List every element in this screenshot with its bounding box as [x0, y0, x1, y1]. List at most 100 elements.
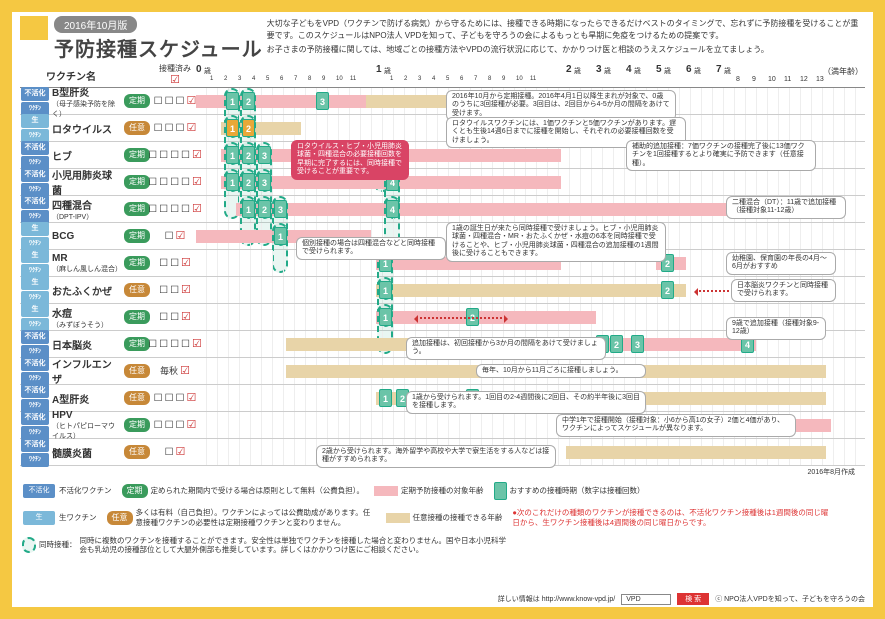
vaccine-type-badge: 不活化 [21, 357, 49, 371]
age-major: 2 [566, 64, 572, 75]
age-major: 0 [196, 64, 202, 75]
age-major: 5 [656, 64, 662, 75]
vaccine-row: 不活化ﾜｸﾁﾝヒブ定期☐☐☐☐1234補助的追加接種：7価ワクチンの接種完了後に… [20, 142, 865, 169]
dose-marker: 3 [258, 146, 271, 164]
dose-marker: 2 [661, 281, 674, 299]
check-boxes: ☐ [154, 439, 196, 465]
check-boxes: ☐☐ [154, 304, 196, 330]
search-button[interactable]: 検 索 [677, 593, 709, 605]
vaccine-row: 不活化ﾜｸﾁﾝ四種混合（DPT-IPV）定期☐☐☐☐1234二種混合（DT）：1… [20, 196, 865, 223]
vaccine-row: 不活化ﾜｸﾁﾝ日本脳炎定期☐☐☐☐1234追加接種は、初回接種から3か月の間隔を… [20, 331, 865, 358]
vaccine-type-badge: 不活化 [21, 87, 49, 101]
vaccine-type-badge: 不活化 [21, 141, 49, 155]
schedule-type-badge: 任意 [124, 364, 150, 378]
dose-marker: 2 [242, 92, 255, 110]
timeline: 1234二種混合（DT）：11歳で追加接種（接種対象11-12歳）ロタウイルス・… [196, 196, 865, 222]
timeline: 1231歳から受けられます。1回目の2-4週間後に2回目、その約半年後に3回目を… [196, 385, 865, 411]
search-box[interactable]: VPD [621, 594, 671, 605]
vaccine-row: 不活化ﾜｸﾁﾝ髄膜炎菌任意☐2歳から受けられます。海外留学や高校や大学で寮生活を… [20, 439, 865, 466]
age-major: 6 [686, 64, 692, 75]
dose-marker: 3 [631, 335, 644, 353]
check-boxes: ☐☐☐☐ [154, 196, 196, 222]
note-bubble: 1歳の誕生日が来たら同時接種で受けましょう。ヒブ・小児用肺炎球菌・四種混合・MR… [446, 222, 666, 262]
age-bar [566, 446, 826, 459]
age-major: 7 [716, 64, 722, 75]
note-bubble: 追加接種は、初回接種から3か月の間隔をあけて受けましょう。 [406, 337, 606, 360]
note-bubble: 2歳から受けられます。海外留学や高校や大学で寮生活をする人などは接種がすすめられ… [316, 445, 556, 468]
schedule-type-badge: 定期 [124, 229, 150, 243]
check-boxes: 毎秋 [154, 358, 196, 384]
vaccine-name: 日本脳炎 [50, 335, 122, 354]
vaccine-type-badge: 生 [21, 114, 49, 128]
vaccine-name: 水痘（みずぼうそう） [50, 303, 122, 332]
vaccine-name: HPV（ヒトパピローマウイルス） [50, 408, 122, 443]
note-bubble: 日本脳炎ワクチンと同時接種で受けられます。 [731, 279, 836, 302]
dose-marker: 1 [226, 119, 239, 137]
note-bubble: 毎年、10月から11月ごろに接種しましょう。 [476, 364, 646, 378]
note-bubble: 9歳で追加接種（接種対象9-12歳） [726, 317, 826, 340]
schedule-type-badge: 任意 [124, 391, 150, 405]
note-bubble: 幼稚園、保育園の年長の4月～6月がおすすめ [726, 252, 836, 275]
check-boxes: ☐☐☐ [154, 115, 196, 141]
age-major: 4 [626, 64, 632, 75]
dose-marker: 1 [379, 308, 392, 326]
timeline: 2歳から受けられます。海外留学や高校や大学で寮生活をする人などは接種がすすめられ… [196, 439, 865, 465]
check-boxes: ☐☐ [154, 250, 196, 276]
age-bar [196, 95, 366, 108]
vaccine-name: おたふくかぜ [50, 281, 122, 300]
dose-marker: 1 [226, 173, 239, 191]
check-boxes: ☐☐☐ [154, 385, 196, 411]
legend: 不活化不活化ワクチン定期定められた期間内で受ける場合は原則として無料（公費負担）… [12, 478, 873, 559]
age-header: ワクチン名 接種済み （満年齢） 0歳1歳2歳3歳4歳5歳6歳7歳1234567… [20, 64, 865, 88]
schedule-type-badge: 定期 [124, 310, 150, 324]
dose-marker: 2 [258, 200, 271, 218]
vaccine-type-badge: 不活化 [21, 384, 49, 398]
vaccine-type-badge: 不活化 [21, 330, 49, 344]
vaccine-name: ロタウイルス [50, 119, 122, 138]
vaccine-type-badge: 不活化 [21, 168, 49, 182]
note-bubble: 補助的追加接種：7価ワクチンの接種完了後に13価ワクチンを1回接種するとより確実… [626, 140, 816, 171]
check-boxes: ☐☐☐ [154, 412, 196, 438]
schedule-type-badge: 定期 [124, 202, 150, 216]
timeline: 1 2 日本脳炎ワクチンと同時接種で受けられます。 [196, 277, 865, 303]
timeline: 1232016年10月から定期接種。2016年4月1日以降生まれが対象で、0歳の… [196, 88, 865, 114]
vaccine-type-badge: 生 [21, 222, 49, 236]
vaccine-type-badge: 生 [21, 303, 49, 317]
timeline: 毎年、10月から11月ごろに接種しましょう。 [196, 358, 865, 384]
note-bubble-red: ロタウイルス・ヒブ・小児用肺炎球菌・四種混合の必要接種回数を早期に完了するには、… [291, 140, 409, 180]
created-date: 2016年8月作成 [20, 466, 865, 478]
dose-marker: 1 [379, 389, 392, 407]
vaccine-type-badge: 生 [21, 249, 49, 263]
vaccine-name: MR（麻しん風しん混合） [50, 251, 122, 276]
timeline: 1234追加接種は、初回接種から3か月の間隔をあけて受けましょう。9歳で追加接種… [196, 331, 865, 357]
check-boxes: ☐☐☐☐ [154, 169, 196, 195]
vaccine-row: 不活化ﾜｸﾁﾝHPV（ヒトパピローマウイルス）定期☐☐☐中学1年で接種開始（接種… [20, 412, 865, 439]
vaccine-name: BCG [50, 229, 122, 244]
schedule-type-badge: 定期 [124, 337, 150, 351]
schedule-type-badge: 定期 [124, 175, 150, 189]
vaccine-row: 生ﾜｸﾁﾝロタウイルス任意☐☐☐12ロタウイルスワクチンには、1価ワクチンと5価… [20, 115, 865, 142]
dose-marker: 1 [226, 146, 239, 164]
vaccine-row: 不活化ﾜｸﾁﾝA型肝炎任意☐☐☐1231歳から受けられます。1回目の2-4週間後… [20, 385, 865, 412]
note-bubble: 中学1年で接種開始（接種対象：小6から高1の女子）2価と4価があり、ワクチンによ… [556, 414, 796, 437]
footer: 詳しい情報は http://www.know-vpd.jp/ VPD 検 索 ⓒ… [498, 593, 865, 605]
vaccine-name: 四種混合（DPT-IPV） [50, 195, 122, 224]
schedule-type-badge: 任意 [124, 121, 150, 135]
check-boxes: ☐ [154, 223, 196, 249]
vaccine-type-badge: 不活化 [21, 411, 49, 425]
vaccine-row: 生ﾜｸﾁﾝおたふくかぜ任意☐☐12日本脳炎ワクチンと同時接種で受けられます。 [20, 277, 865, 304]
dose-marker: 1 [379, 281, 392, 299]
check-boxes: ☐☐☐☐ [154, 142, 196, 168]
vaccine-type-badge: 不活化 [21, 195, 49, 209]
dose-marker: 2 [610, 335, 623, 353]
vaccine-row: 不活化ﾜｸﾁﾝインフルエンザ任意毎秋毎年、10月から11月ごろに接種しましょう。 [20, 358, 865, 385]
age-major: 1 [376, 64, 382, 75]
schedule-type-badge: 定期 [124, 148, 150, 162]
dose-marker: 1 [226, 92, 239, 110]
age-bar [236, 203, 756, 216]
col-check: 接種済み [154, 64, 196, 87]
dose-marker: 1 [242, 200, 255, 218]
note-bubble: 1歳から受けられます。1回目の2-4週間後に2回目、その約半年後に3回目を接種し… [406, 391, 646, 414]
vaccine-type-badge: 不活化 [21, 438, 49, 452]
note-bubble: 個別接種の場合は四種混合などと同時接種で受けられます。 [296, 237, 446, 260]
